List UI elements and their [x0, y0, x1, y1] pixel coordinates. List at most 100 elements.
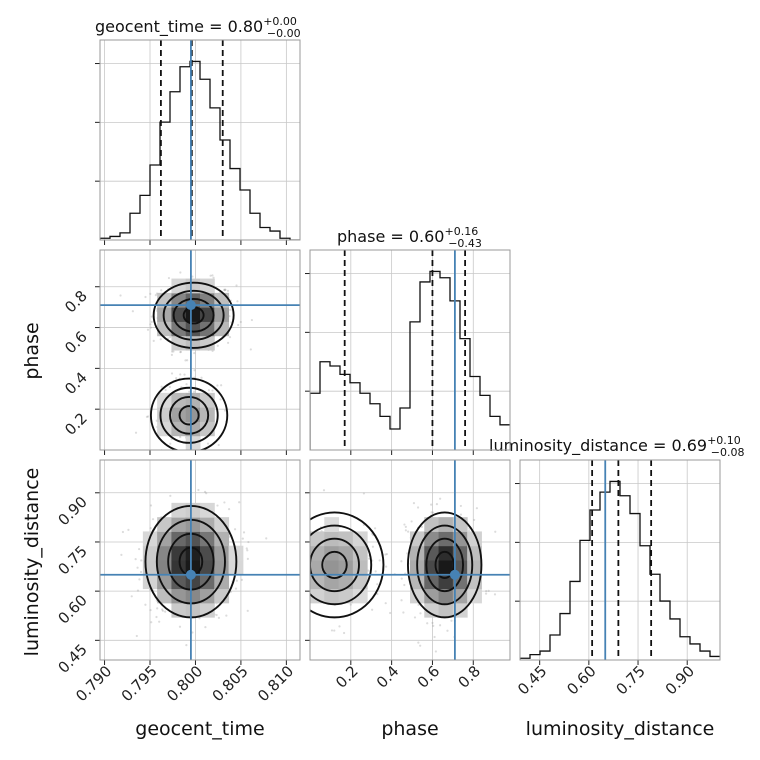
density-cell: [452, 531, 468, 547]
contour-level: [321, 550, 348, 579]
scatter-point: [156, 607, 159, 610]
scatter-point: [184, 359, 187, 362]
scatter-point: [134, 431, 138, 434]
contour-level: [310, 537, 360, 593]
scatter-point: [228, 535, 231, 538]
scatter-point: [374, 570, 377, 573]
y-tick-label: 0.6: [61, 328, 91, 358]
density-cell: [157, 321, 172, 337]
scatter-point: [149, 323, 152, 326]
ylabel-luminosity-distance: luminosity_distance: [21, 468, 43, 657]
scatter-point: [203, 490, 207, 493]
scatter-point: [282, 597, 284, 599]
scatter-point: [389, 611, 392, 615]
scatter-point: [493, 593, 497, 596]
contour-level: [310, 511, 385, 619]
scatter-point: [242, 531, 246, 534]
scatter-point: [246, 609, 249, 612]
scatter-point: [158, 620, 161, 623]
scatter-point: [193, 351, 196, 355]
scatter-point: [145, 415, 149, 418]
scatter-point: [233, 528, 237, 531]
y-tick-label: 0.4: [61, 368, 91, 398]
density-cell: [438, 588, 454, 604]
scatter-point: [431, 511, 435, 514]
density-cell: [324, 517, 340, 532]
density-cell: [438, 602, 454, 618]
density-cell: [171, 574, 187, 590]
title-geocent-time: geocent_time = 0.80+0.00 −0.00: [95, 15, 301, 40]
contour-level: [162, 289, 225, 341]
scatter-point: [161, 609, 165, 612]
scatter-point: [191, 631, 194, 634]
scatter-point: [239, 320, 242, 324]
scatter-point: [247, 540, 250, 544]
density-cell: [214, 517, 230, 532]
scatter-point: [342, 631, 346, 635]
panel-phase-luminosity_distance: 0.2 0.4 0.6 0.8: [282, 459, 511, 692]
scatter-point: [407, 530, 410, 533]
scatter-point: [303, 603, 305, 605]
scatter-point: [217, 443, 220, 447]
scatter-point: [209, 274, 212, 277]
scatter-point: [179, 435, 182, 439]
density-cell: [171, 278, 187, 294]
scatter-point: [459, 504, 462, 508]
scatter-point: [459, 513, 463, 516]
density-cell: [352, 545, 368, 561]
scatter-point: [170, 353, 174, 356]
scatter-point: [200, 376, 203, 379]
density-cell: [310, 560, 325, 575]
x-tick-label: 0.6: [414, 662, 444, 692]
scatter-point: [186, 359, 189, 362]
scatter-point: [150, 320, 153, 324]
scatter-point: [265, 537, 268, 540]
density-cell: [324, 574, 340, 590]
scatter-point: [246, 549, 249, 552]
density-cell: [200, 560, 215, 575]
scatter-point: [171, 350, 174, 353]
scatter-point: [246, 557, 249, 560]
scatter-point: [216, 344, 219, 347]
panel-frame: [99, 39, 301, 241]
scatter-point: [349, 603, 352, 606]
scatter-point: [384, 602, 387, 605]
density-cell: [214, 560, 230, 575]
y-tick-label: 0.45: [54, 640, 90, 676]
scatter-point: [144, 295, 147, 299]
scatter-point: [404, 525, 407, 528]
scatter-point: [178, 625, 182, 628]
density-cell: [310, 588, 325, 604]
x-tick-label: 0.8: [454, 662, 484, 692]
x-tick-label: 0.60: [563, 662, 599, 698]
scatter-point: [378, 559, 381, 562]
scatter-point: [220, 384, 223, 387]
scatter-point: [150, 315, 153, 318]
scatter-point: [494, 530, 497, 533]
scatter-point: [250, 318, 254, 322]
density-cell: [438, 560, 454, 575]
density-cell: [200, 602, 215, 618]
density-cell: [185, 321, 201, 337]
scatter-point: [237, 323, 240, 327]
scatter-point: [130, 595, 133, 598]
x-tick-label: 0.805: [209, 662, 252, 705]
panel-frame: [99, 249, 301, 451]
density-cell: [157, 574, 172, 590]
scatter-point: [223, 288, 226, 291]
scatter-point: [138, 547, 141, 551]
density-cell: [438, 545, 454, 561]
scatter-point: [235, 579, 238, 582]
y-tick-label: 0.90: [54, 493, 90, 529]
scatter-point: [193, 390, 196, 393]
scatter-point: [330, 629, 334, 632]
scatter-point: [475, 507, 478, 510]
panel-frame: [309, 249, 511, 451]
scatter-point: [467, 529, 471, 532]
scatter-point: [229, 308, 232, 311]
density-cell: [171, 321, 187, 337]
scatter-point: [206, 442, 210, 445]
x-tick-label: 0.790: [72, 662, 115, 705]
scatter-point: [439, 497, 442, 500]
density-cell: [438, 517, 454, 532]
